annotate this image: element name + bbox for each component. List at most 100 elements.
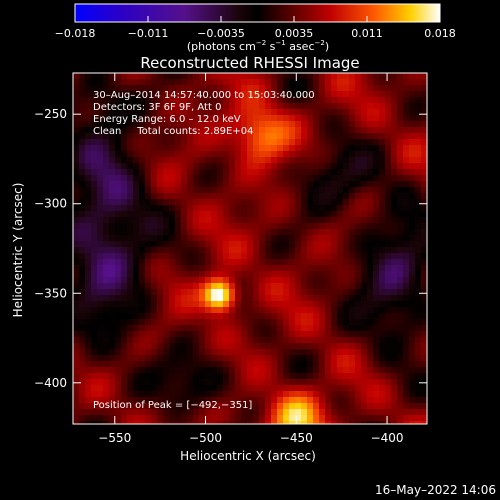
heatmap-cell [163, 205, 170, 212]
heatmap-cell [343, 415, 350, 422]
heatmap-cell [139, 409, 146, 416]
heatmap-cell [151, 355, 158, 362]
heatmap-cell [343, 97, 350, 104]
heatmap-cell [259, 211, 266, 218]
heatmap-cell [223, 313, 230, 320]
heatmap-cell [289, 175, 296, 182]
heatmap-cell [277, 181, 284, 188]
heatmap-cell [253, 283, 260, 290]
heatmap-cell [373, 289, 380, 296]
heatmap-cell [181, 73, 188, 80]
heatmap-cell [325, 283, 332, 290]
heatmap-cell [229, 373, 236, 380]
heatmap-cell [79, 295, 86, 302]
heatmap-cell [85, 205, 92, 212]
heatmap-cell [403, 361, 410, 368]
heatmap-cell [361, 79, 368, 86]
heatmap-cell [397, 403, 404, 410]
heatmap-cell [337, 331, 344, 338]
heatmap-cell [211, 415, 218, 422]
heatmap-cell [217, 181, 224, 188]
heatmap-cell [91, 127, 98, 134]
heatmap-cell [271, 253, 278, 260]
heatmap-cell [277, 217, 284, 224]
heatmap-cell [403, 109, 410, 116]
heatmap-cell [79, 283, 86, 290]
heatmap-cell [343, 355, 350, 362]
heatmap-cell [343, 169, 350, 176]
heatmap-cell [169, 331, 176, 338]
heatmap-cell [229, 283, 236, 290]
heatmap-cell [331, 259, 338, 266]
heatmap-cell [241, 79, 248, 86]
heatmap-cell [157, 271, 164, 278]
heatmap-cell [85, 235, 92, 242]
heatmap-cell [73, 103, 80, 110]
heatmap-cell [163, 223, 170, 230]
heatmap-cell [343, 103, 350, 110]
heatmap-cell [295, 415, 302, 422]
heatmap-cell [379, 217, 386, 224]
heatmap-cell [379, 163, 386, 170]
heatmap-cell [283, 325, 290, 332]
heatmap-cell [103, 145, 110, 152]
heatmap-cell [211, 229, 218, 236]
heatmap-cell [319, 139, 326, 146]
heatmap-cell [385, 373, 392, 380]
heatmap-cell [115, 145, 122, 152]
heatmap-cell [73, 145, 80, 152]
heatmap-cell [331, 103, 338, 110]
heatmap-cell [169, 319, 176, 326]
heatmap-cell [145, 247, 152, 254]
heatmap-cell [79, 121, 86, 128]
heatmap-cell [343, 253, 350, 260]
heatmap-cell [415, 373, 422, 380]
heatmap-cell [397, 271, 404, 278]
heatmap-cell [265, 115, 272, 122]
heatmap-cell [79, 115, 86, 122]
heatmap-cell [73, 295, 80, 302]
heatmap-cell [151, 199, 158, 206]
heatmap-cell [295, 385, 302, 392]
heatmap-cell [145, 133, 152, 140]
heatmap-cell [247, 121, 254, 128]
heatmap-cell [295, 349, 302, 356]
heatmap-cell [301, 199, 308, 206]
heatmap-cell [355, 373, 362, 380]
heatmap-cell [331, 97, 338, 104]
heatmap-cell [301, 217, 308, 224]
heatmap-cell [277, 151, 284, 158]
heatmap-cell [187, 115, 194, 122]
heatmap-cell [283, 265, 290, 272]
heatmap-cell [187, 319, 194, 326]
heatmap-cell [319, 91, 326, 98]
heatmap-cell [133, 373, 140, 380]
heatmap-cell [139, 235, 146, 242]
heatmap-cell [151, 145, 158, 152]
heatmap-cell [85, 73, 92, 80]
heatmap-cell [355, 145, 362, 152]
heatmap-cell [409, 397, 416, 404]
heatmap-cell [211, 349, 218, 356]
heatmap-cell [175, 187, 182, 194]
heatmap-cell [313, 139, 320, 146]
heatmap-cell [73, 343, 80, 350]
heatmap-cell [319, 421, 326, 424]
heatmap-cell [355, 199, 362, 206]
heatmap-cell [133, 355, 140, 362]
heatmap-cell [187, 253, 194, 260]
heatmap-cell [223, 415, 230, 422]
heatmap-cell [295, 265, 302, 272]
heatmap-cell [397, 313, 404, 320]
heatmap-cell [331, 133, 338, 140]
heatmap-cell [103, 229, 110, 236]
heatmap-cell [385, 193, 392, 200]
heatmap-cell [187, 103, 194, 110]
heatmap-cell [121, 193, 128, 200]
heatmap-cell [349, 409, 356, 416]
heatmap-cell [223, 337, 230, 344]
heatmap-cell [259, 403, 266, 410]
heatmap-cell [199, 355, 206, 362]
heatmap-cell [391, 127, 398, 134]
heatmap-cell [193, 271, 200, 278]
